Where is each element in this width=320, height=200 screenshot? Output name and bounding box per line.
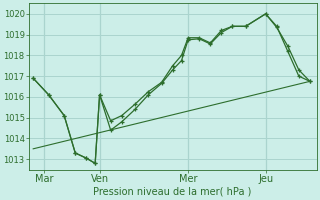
X-axis label: Pression niveau de la mer( hPa ): Pression niveau de la mer( hPa ) — [93, 187, 252, 197]
